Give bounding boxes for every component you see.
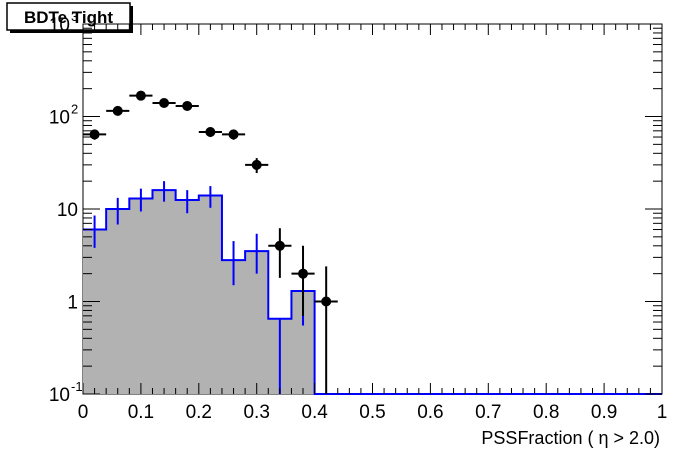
x-tick-label: 0.3 <box>243 402 269 423</box>
x-tick-label: 0.6 <box>417 402 443 423</box>
histogram-fill <box>83 190 662 394</box>
histogram-layer <box>83 181 662 395</box>
y-tick-label: 10 <box>57 200 78 221</box>
data-point <box>159 97 170 108</box>
title-frame <box>6 2 131 31</box>
y-tick-base: 10 <box>49 385 70 406</box>
x-tick-label: 0.2 <box>186 402 212 423</box>
chart-title: BDTe Tight <box>24 8 113 27</box>
data-point <box>135 90 146 101</box>
x-tick-label: 1 <box>657 402 668 423</box>
data-point <box>112 105 123 116</box>
y-tick-base: 10 <box>49 15 70 36</box>
title-shadow-bottom <box>10 30 133 33</box>
y-tick-base: 10 <box>49 108 70 129</box>
y-tick-exponent: 3 <box>71 9 78 24</box>
x-tick-label: 0.8 <box>533 402 559 423</box>
data-point <box>321 296 332 307</box>
title-box: BDTe Tight <box>6 2 133 33</box>
y-tick-base: 10 <box>57 200 78 221</box>
x-tick-label: 0 <box>78 402 89 423</box>
x-tick-label: 0.9 <box>591 402 617 423</box>
x-tick-label: 0.7 <box>475 402 501 423</box>
y-tick-exponent: 2 <box>71 102 78 117</box>
histogram-outline <box>83 189 662 395</box>
data-point <box>89 129 100 140</box>
data-point <box>205 126 216 137</box>
y-tick-exponent: -1 <box>71 379 83 394</box>
data-points-layer <box>83 90 338 394</box>
y-tick-label: 10 2 <box>49 102 78 129</box>
y-tick-label: 1 <box>67 293 78 314</box>
data-point <box>274 240 285 251</box>
data-point <box>182 100 193 111</box>
y-tick-base: 1 <box>67 293 78 314</box>
x-tick-label: 0.4 <box>301 402 328 423</box>
data-point <box>298 268 309 279</box>
x-axis-title: PSSFraction ( η > 2.0) <box>481 428 660 448</box>
x-tick-label: 0.1 <box>128 402 154 423</box>
x-tick-label: 0.5 <box>359 402 385 423</box>
data-point <box>228 129 239 140</box>
y-tick-label: 10 3 <box>49 9 78 36</box>
y-tick-label: 10 -1 <box>49 379 83 406</box>
title-shadow-right <box>130 6 133 33</box>
data-point <box>251 159 262 170</box>
